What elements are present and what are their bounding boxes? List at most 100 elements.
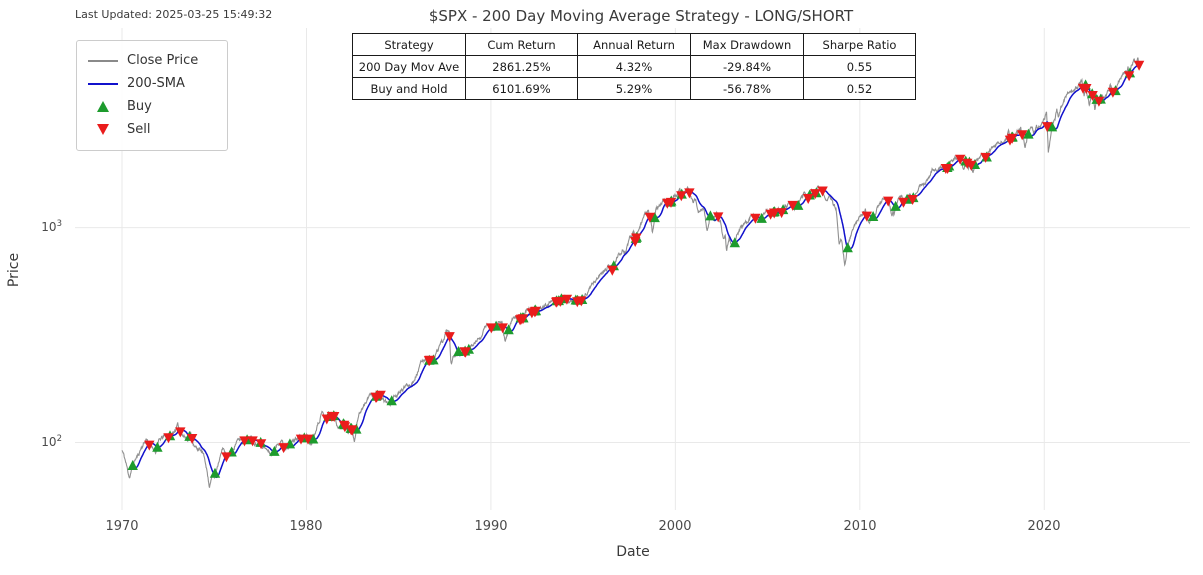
sell-signal-marker bbox=[750, 213, 761, 224]
sell-signal-marker bbox=[460, 347, 471, 358]
cell-annual-return: 5.29% bbox=[577, 77, 691, 100]
sell-signal-marker bbox=[883, 196, 894, 207]
sell-signal-marker bbox=[555, 296, 566, 307]
buy-signal-marker bbox=[503, 324, 514, 335]
close-price-line-icon bbox=[87, 59, 119, 62]
sell-signal-marker bbox=[163, 433, 174, 444]
sell-signal-marker bbox=[1081, 84, 1092, 94]
sell-signal-marker bbox=[966, 160, 977, 171]
sell-markers bbox=[144, 60, 1145, 463]
sell-signal-marker bbox=[907, 195, 918, 205]
y-tick-label-1000: 103 bbox=[22, 219, 62, 234]
sell-signal-marker bbox=[1093, 96, 1105, 107]
sell-signal-marker bbox=[576, 296, 587, 307]
y-tick-base: 10 bbox=[41, 220, 57, 234]
sell-signal-marker bbox=[803, 194, 814, 204]
col-header-cum-return: Cum Return bbox=[465, 33, 578, 56]
sell-signal-marker bbox=[1007, 133, 1018, 144]
sell-signal-marker bbox=[302, 434, 314, 445]
sell-signal-marker bbox=[278, 443, 289, 454]
sell-signal-marker bbox=[239, 436, 250, 447]
sell-signal-marker bbox=[955, 154, 966, 165]
cell-sharpe-ratio: 0.52 bbox=[803, 77, 916, 100]
sell-signal-marker bbox=[175, 427, 186, 438]
legend-item-sma: 200-SMA bbox=[87, 72, 217, 95]
chart-legend: Close Price 200-SMA Buy Sell bbox=[76, 40, 228, 151]
sell-signal-marker bbox=[713, 212, 724, 223]
sell-signal-marker bbox=[255, 439, 267, 450]
buy-signal-marker bbox=[127, 460, 138, 470]
legend-item-close-price: Close Price bbox=[87, 49, 217, 72]
y-tick-exponent: 2 bbox=[56, 434, 62, 444]
cell-annual-return: 4.32% bbox=[577, 55, 691, 78]
sell-signal-marker bbox=[486, 323, 497, 334]
sell-signal-marker bbox=[607, 265, 618, 276]
sell-signal-marker bbox=[186, 434, 198, 444]
sell-signal-marker bbox=[329, 412, 340, 422]
y-tick-label-100: 102 bbox=[22, 434, 62, 449]
sell-signal-marker bbox=[1107, 87, 1119, 98]
col-header-strategy: Strategy bbox=[352, 33, 466, 56]
sell-signal-marker bbox=[1042, 122, 1053, 133]
sell-signal-marker bbox=[942, 164, 953, 174]
sell-signal-marker bbox=[517, 314, 529, 325]
stats-row-buy-and-hold: Buy and Hold 6101.69% 5.29% -56.78% 0.52 bbox=[352, 77, 916, 100]
buy-signal-marker bbox=[386, 395, 397, 406]
buy-signal-marker bbox=[1046, 121, 1058, 132]
sell-signal-marker bbox=[787, 200, 798, 211]
cell-strategy: Buy and Hold bbox=[352, 77, 466, 100]
x-tick-label-1990: 1990 bbox=[474, 519, 508, 534]
buy-signal-marker bbox=[756, 212, 767, 223]
y-axis-label: Price bbox=[6, 252, 22, 288]
buy-signal-marker bbox=[152, 441, 163, 452]
buy-signal-marker bbox=[705, 210, 716, 221]
sell-signal-marker bbox=[1087, 91, 1098, 101]
sell-signal-marker bbox=[898, 197, 909, 208]
col-header-annual-return: Annual Return bbox=[577, 33, 691, 56]
sell-signal-marker bbox=[1017, 130, 1028, 141]
buy-signal-marker bbox=[890, 200, 901, 211]
sell-signal-marker bbox=[769, 208, 780, 219]
sell-signal-marker bbox=[561, 294, 573, 305]
legend-label: Close Price bbox=[127, 53, 199, 68]
strategy-stats-table: Strategy Cum Return Annual Return Max Dr… bbox=[352, 33, 916, 100]
y-tick-exponent: 3 bbox=[56, 219, 62, 229]
sell-signal-marker bbox=[644, 212, 656, 223]
stats-row-200dma: 200 Day Mov Ave 2861.25% 4.32% -29.84% 0… bbox=[352, 55, 916, 78]
buy-signal-marker bbox=[729, 237, 740, 248]
sell-signal-marker bbox=[817, 186, 828, 197]
buy-signal-marker bbox=[209, 467, 221, 478]
sell-triangle-icon bbox=[87, 124, 119, 135]
cell-cum-return: 2861.25% bbox=[465, 55, 578, 78]
buy-signal-marker bbox=[867, 211, 879, 221]
x-tick-label-2020: 2020 bbox=[1027, 519, 1061, 534]
x-tick-label-2000: 2000 bbox=[658, 519, 692, 534]
close-price-line bbox=[121, 57, 1142, 488]
sma-line bbox=[130, 62, 1141, 479]
sell-signal-marker bbox=[347, 425, 358, 436]
sell-signal-marker bbox=[247, 436, 258, 447]
sell-signal-marker bbox=[339, 422, 351, 433]
stats-header-row: Strategy Cum Return Annual Return Max Dr… bbox=[352, 33, 916, 56]
legend-label: 200-SMA bbox=[127, 76, 185, 91]
sell-signal-marker bbox=[1123, 71, 1135, 82]
chart-title: $SPX - 200 Day Moving Average Strategy -… bbox=[428, 7, 854, 25]
cell-max-drawdown: -56.78% bbox=[690, 77, 804, 100]
cell-strategy: 200 Day Mov Ave bbox=[352, 55, 466, 78]
x-tick-label-2010: 2010 bbox=[843, 519, 877, 534]
sell-signal-marker bbox=[530, 306, 541, 317]
cell-max-drawdown: -29.84% bbox=[690, 55, 804, 78]
col-header-max-drawdown: Max Drawdown bbox=[690, 33, 804, 56]
sell-signal-marker bbox=[221, 452, 232, 463]
legend-item-sell: Sell bbox=[87, 118, 217, 141]
sell-signal-marker bbox=[665, 197, 677, 208]
col-header-sharpe-ratio: Sharpe Ratio bbox=[803, 33, 916, 56]
sell-signal-marker bbox=[980, 152, 991, 163]
buy-signal-marker bbox=[269, 445, 280, 456]
legend-label: Sell bbox=[127, 122, 151, 137]
sell-signal-marker bbox=[676, 191, 687, 202]
buy-markers bbox=[127, 67, 1136, 478]
x-axis-label: Date bbox=[616, 544, 650, 560]
last-updated-text: Last Updated: 2025-03-25 15:49:32 bbox=[75, 8, 273, 21]
sell-signal-marker bbox=[1133, 60, 1145, 71]
